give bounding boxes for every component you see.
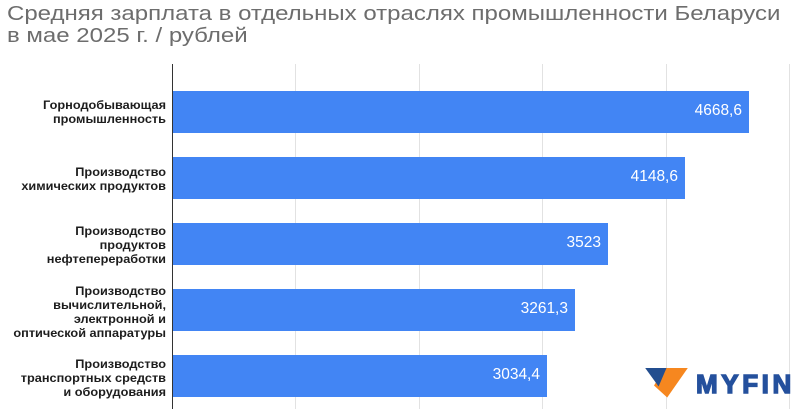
svg-text:MYFIN: MYFIN <box>696 369 795 399</box>
